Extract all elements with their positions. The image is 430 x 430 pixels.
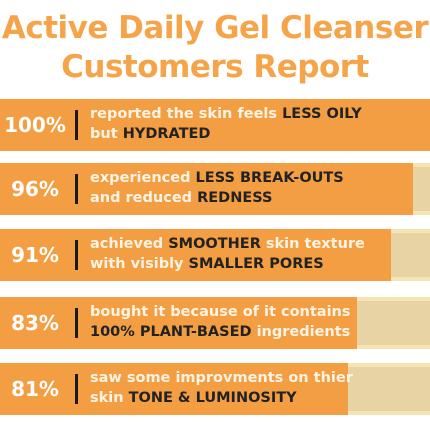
stat-description: saw some improvments on thier skin TONE … bbox=[90, 368, 424, 408]
stat-description: achieved SMOOTHER skin texture with visi… bbox=[90, 234, 424, 274]
stat-description: reported the skin feels LESS OILY but HY… bbox=[90, 104, 424, 144]
stat-bar-less-breakouts: 96% experienced LESS BREAK-OUTS and redu… bbox=[0, 163, 430, 215]
desc-text: ingredients bbox=[251, 324, 351, 340]
stat-remainder bbox=[413, 167, 430, 211]
stat-divider bbox=[75, 174, 78, 204]
desc-highlight: SMALLER PORES bbox=[188, 256, 324, 272]
stat-divider bbox=[75, 110, 78, 140]
stat-percent: 96% bbox=[11, 177, 59, 201]
desc-highlight: LESS BREAK-OUTS bbox=[195, 170, 344, 186]
desc-highlight: HYDRATED bbox=[122, 126, 211, 142]
stat-fill bbox=[0, 99, 430, 151]
desc-text: skin bbox=[90, 390, 129, 406]
stat-fill bbox=[0, 297, 357, 349]
desc-text: experienced bbox=[90, 170, 196, 186]
desc-text: saw some improvments on thier bbox=[90, 370, 353, 386]
desc-highlight: SMOOTHER bbox=[168, 236, 261, 252]
stat-description: bought it because of it contains 100% PL… bbox=[90, 302, 424, 342]
report-title-line2: Customers Report bbox=[61, 49, 369, 85]
stat-fill bbox=[0, 363, 348, 415]
desc-text: with visibly bbox=[90, 256, 189, 272]
stat-divider bbox=[75, 374, 78, 404]
stat-percent: 100% bbox=[4, 113, 66, 137]
desc-highlight: REDNESS bbox=[197, 190, 273, 206]
desc-text: reported the skin feels bbox=[90, 106, 283, 122]
desc-highlight: LESS OILY bbox=[282, 106, 362, 122]
desc-highlight: 100% PLANT-BASED bbox=[90, 324, 252, 340]
stat-percent: 83% bbox=[11, 311, 59, 335]
stat-divider bbox=[75, 240, 78, 270]
stat-bar-smoother: 91% achieved SMOOTHER skin texture with … bbox=[0, 229, 430, 281]
desc-text: bought it because of it contains bbox=[90, 304, 351, 320]
desc-text: and reduced bbox=[90, 190, 198, 206]
desc-text: but bbox=[90, 126, 123, 142]
stat-percent: 91% bbox=[11, 243, 59, 267]
stat-fill bbox=[0, 163, 413, 215]
stat-remainder bbox=[357, 301, 430, 345]
desc-text: skin texture bbox=[260, 236, 365, 252]
report-title-line1: Active Daily Gel Cleanser bbox=[1, 10, 429, 46]
stat-bar-plant-based: 83% bought it because of it contains 100… bbox=[0, 297, 430, 349]
stat-remainder bbox=[348, 367, 430, 411]
stat-description: experienced LESS BREAK-OUTS and reduced … bbox=[90, 168, 424, 208]
desc-highlight: TONE & LUMINOSITY bbox=[128, 390, 297, 406]
stat-bar-less-oily: 100% reported the skin feels LESS OILY b… bbox=[0, 99, 430, 151]
stat-remainder bbox=[391, 233, 430, 277]
desc-text: achieved bbox=[90, 236, 169, 252]
stat-fill bbox=[0, 229, 391, 281]
stat-percent: 81% bbox=[11, 377, 59, 401]
stat-divider bbox=[75, 308, 78, 338]
stat-bar-tone-luminosity: 81% saw some improvments on thier skin T… bbox=[0, 363, 430, 415]
